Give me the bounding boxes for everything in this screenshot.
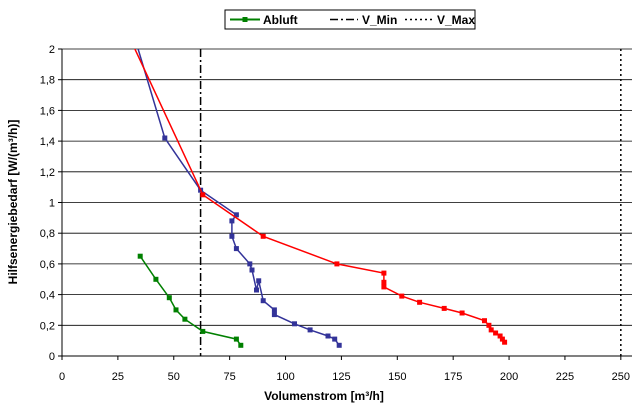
series-2-point-6 [381, 284, 387, 290]
y-tick-labels: 0 0,2 0,4 0,6 0,8 1 1,2 1,4 1,6 1,8 2 [40, 44, 55, 363]
x-tick-label-8: 200 [500, 371, 518, 383]
series-1-point-1 [162, 135, 168, 141]
x-tick-label-5: 125 [332, 371, 350, 383]
x-tick-label-0: 0 [59, 371, 65, 383]
y-axis-title: Hilfsenergiebedarf [W/(m³/h)] [6, 120, 20, 285]
series-2-point-8 [417, 299, 423, 305]
series-0-point-6 [233, 336, 239, 342]
series-1-point-7 [247, 261, 253, 267]
x-tick-label-6: 150 [388, 371, 406, 383]
series-1-point-18 [336, 342, 342, 348]
legend-marker-abluft [242, 17, 248, 22]
series-1-point-5 [229, 233, 235, 239]
series-0-point-0 [137, 253, 143, 259]
y-tick-label-8: 1,6 [40, 105, 55, 117]
axes [58, 48, 632, 360]
x-tick-label-7: 175 [444, 371, 462, 383]
y-tick-label-9: 1,8 [40, 75, 55, 87]
series-2-point-9 [441, 305, 447, 311]
y-tick-label-10: 2 [49, 44, 55, 56]
series-line-1 [137, 49, 340, 346]
legend-label-vmax: V_Max [437, 13, 475, 27]
series-2-point-16 [499, 336, 505, 342]
legend-label-abluft: Abluft [263, 13, 298, 27]
series-1-point-6 [233, 246, 239, 252]
series-1-point-13 [271, 312, 277, 318]
reference-lines [199, 49, 622, 356]
series-line-2 [134, 49, 506, 343]
series-1-point-10 [256, 278, 262, 284]
series-1-point-8 [249, 267, 255, 273]
series-group [129, 39, 508, 348]
series-2-point-7 [399, 293, 405, 299]
series-2-point-4 [381, 270, 387, 276]
series-0-point-4 [182, 316, 188, 322]
series-2-point-1 [200, 192, 206, 198]
series-1-point-17 [332, 336, 338, 342]
x-tick-label-4: 100 [276, 371, 294, 383]
series-2-point-5 [381, 279, 387, 285]
y-tick-label-1: 0,2 [40, 320, 55, 332]
series-0-point-2 [166, 295, 172, 301]
series-1-point-15 [307, 327, 313, 333]
series-2-point-17 [502, 339, 508, 345]
series-0-point-3 [173, 307, 179, 313]
series-1-point-9 [254, 287, 259, 293]
series-1-point-14 [292, 321, 297, 327]
y-tick-label-3: 0,6 [40, 259, 55, 271]
series-1-point-4 [229, 218, 235, 224]
series-2-point-0 [129, 39, 134, 44]
series-2-point-15 [497, 333, 503, 339]
series-1-point-16 [325, 333, 331, 339]
y-tick-label-6: 1,2 [40, 167, 55, 179]
series-1-point-0 [133, 39, 138, 44]
legend: Abluft V_Min V_Max [224, 9, 476, 30]
y-tick-label-0: 0 [49, 351, 55, 363]
x-tick-label-1: 25 [112, 371, 124, 383]
series-line-0 [139, 255, 242, 346]
series-0-point-1 [153, 276, 159, 282]
x-tick-label-3: 75 [224, 371, 236, 383]
x-tick-label-2: 50 [168, 371, 180, 383]
gridlines [62, 48, 632, 326]
x-tick-labels: 0 25 50 75 100 125 150 175 200 225 250 [59, 371, 630, 383]
series-1-point-3 [233, 212, 239, 218]
x-tick-label-9: 225 [556, 371, 574, 383]
series-0-point-7 [238, 342, 244, 348]
y-tick-label-2: 0,4 [40, 290, 55, 302]
series-2-point-10 [459, 310, 465, 316]
series-2-point-3 [334, 261, 340, 267]
y-tick-label-5: 1 [49, 198, 55, 210]
series-1-point-11 [260, 298, 266, 304]
x-tick-label-10: 250 [612, 371, 630, 383]
series-2-point-13 [488, 327, 494, 333]
y-tick-label-4: 0,8 [40, 228, 55, 240]
series-2-point-12 [486, 322, 492, 328]
series-0-point-5 [200, 328, 206, 334]
y-tick-label-7: 1,4 [40, 136, 55, 148]
x-axis-title: Volumenstrom [m³/h] [264, 389, 384, 403]
legend-label-vmin: V_Min [362, 13, 397, 27]
series-1-point-12 [271, 307, 277, 313]
series-2-point-11 [482, 318, 487, 324]
series-2-point-2 [260, 233, 266, 239]
series-2-point-14 [493, 330, 499, 336]
